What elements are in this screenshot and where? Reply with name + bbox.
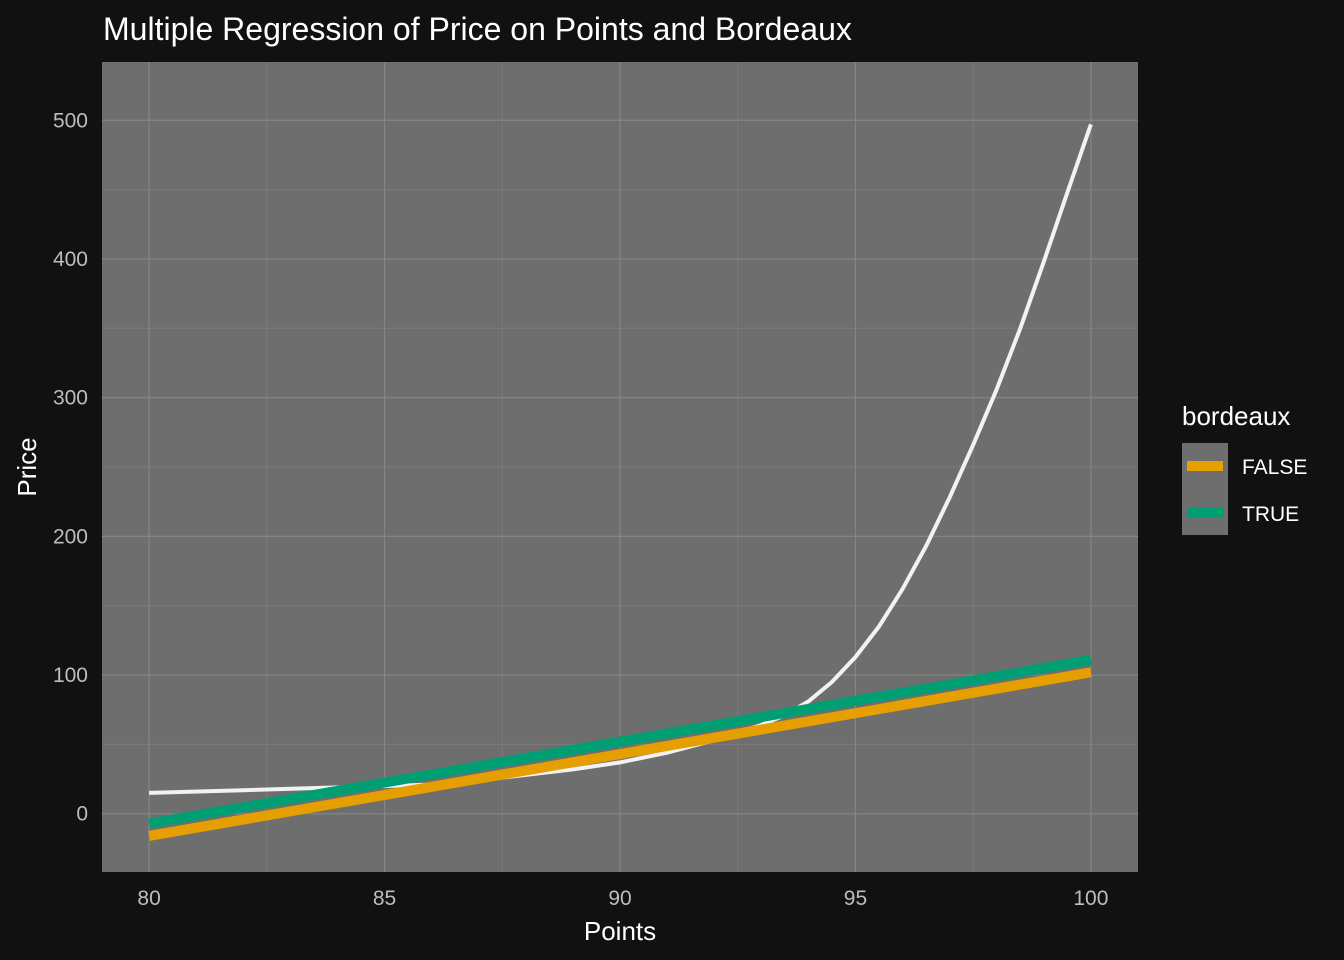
y-tick-label: 0 bbox=[76, 803, 88, 826]
legend-label-false: FALSE bbox=[1242, 456, 1307, 479]
y-tick-label: 300 bbox=[53, 387, 88, 410]
grid-lines bbox=[102, 62, 1138, 872]
y-tick-label: 100 bbox=[53, 664, 88, 687]
y-tick-label: 200 bbox=[53, 525, 88, 548]
series-line-true bbox=[148, 654, 1092, 829]
y-axis-label: Price bbox=[12, 437, 42, 496]
series-line-false bbox=[148, 667, 1092, 841]
legend-label-true: TRUE bbox=[1242, 503, 1299, 526]
x-axis-ticks: 80 85 90 95 100 bbox=[137, 887, 1108, 910]
x-tick-label: 100 bbox=[1073, 887, 1108, 910]
legend: bordeaux FALSE TRUE bbox=[1182, 401, 1307, 535]
x-tick-label: 95 bbox=[844, 887, 867, 910]
x-tick-label: 85 bbox=[373, 887, 396, 910]
x-axis-label: Points bbox=[584, 916, 656, 946]
chart-title: Multiple Regression of Price on Points a… bbox=[103, 11, 852, 47]
y-tick-label: 500 bbox=[53, 109, 88, 132]
x-tick-label: 90 bbox=[608, 887, 631, 910]
y-axis-ticks: 0 100 200 300 400 500 bbox=[53, 109, 88, 825]
series-lines bbox=[148, 123, 1093, 841]
legend-items: FALSE TRUE bbox=[1187, 456, 1307, 526]
y-tick-label: 400 bbox=[53, 248, 88, 271]
legend-key-background bbox=[1182, 443, 1228, 535]
legend-title: bordeaux bbox=[1182, 401, 1290, 431]
x-tick-label: 80 bbox=[137, 887, 160, 910]
